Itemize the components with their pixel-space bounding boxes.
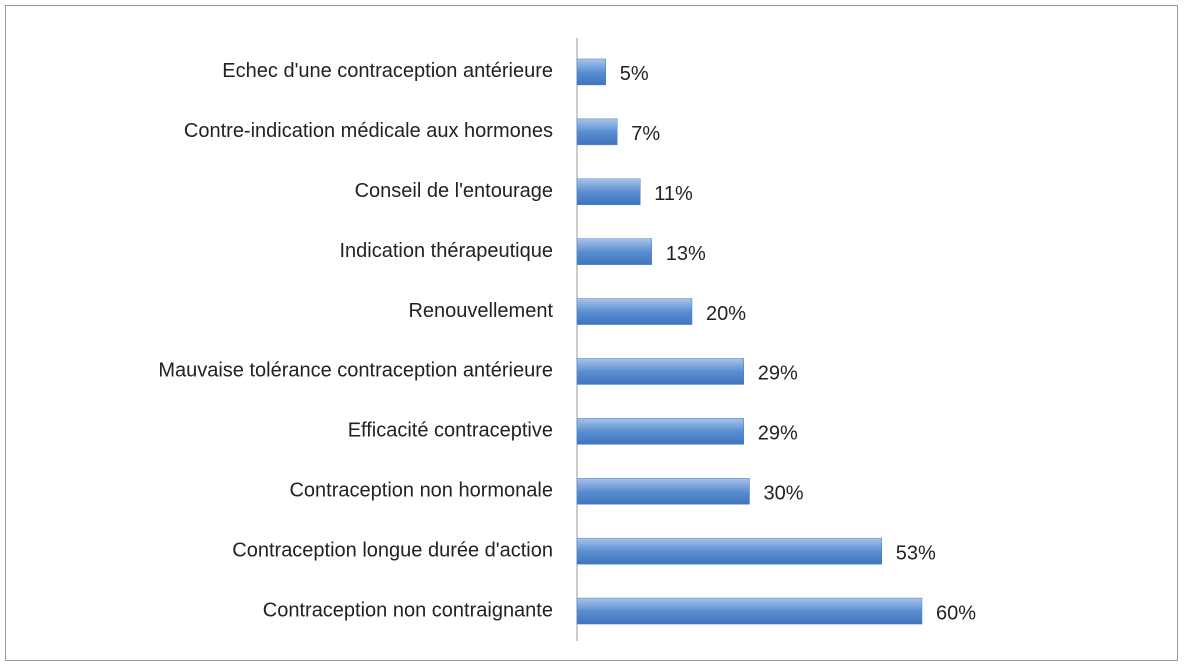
- category-label: Contraception non contraignante: [263, 599, 553, 621]
- bar: [576, 418, 744, 445]
- data-label: 5%: [620, 63, 649, 85]
- category-label: Renouvellement: [408, 300, 553, 322]
- data-label: 60%: [936, 602, 976, 624]
- bar: [576, 478, 750, 505]
- bar: [576, 58, 606, 86]
- data-label: 29%: [758, 363, 798, 385]
- bar: [576, 358, 744, 385]
- category-label: Efficacité contraceptive: [348, 420, 553, 442]
- data-label: 30%: [764, 483, 804, 505]
- bar: [576, 178, 641, 205]
- data-label: 20%: [706, 303, 746, 325]
- data-label: 53%: [896, 542, 936, 564]
- category-label: Contraception longue durée d'action: [232, 539, 553, 561]
- bar: [576, 537, 882, 565]
- bar: [576, 238, 652, 265]
- bar: [576, 118, 618, 146]
- bar: [576, 298, 693, 325]
- category-label: Contraception non hormonale: [289, 480, 553, 502]
- data-label: 13%: [666, 243, 706, 265]
- data-label: 11%: [654, 183, 693, 205]
- category-label: Conseil de l'entourage: [355, 180, 553, 202]
- data-label: 29%: [758, 423, 798, 445]
- category-label: Contre-indication médicale aux hormones: [184, 120, 553, 142]
- category-label: Mauvaise tolérance contraception antérie…: [158, 360, 553, 382]
- category-label: Echec d'une contraception antérieure: [222, 60, 553, 82]
- data-label: 7%: [631, 123, 660, 145]
- bar: [576, 597, 923, 625]
- category-label: Indication thérapeutique: [340, 240, 554, 262]
